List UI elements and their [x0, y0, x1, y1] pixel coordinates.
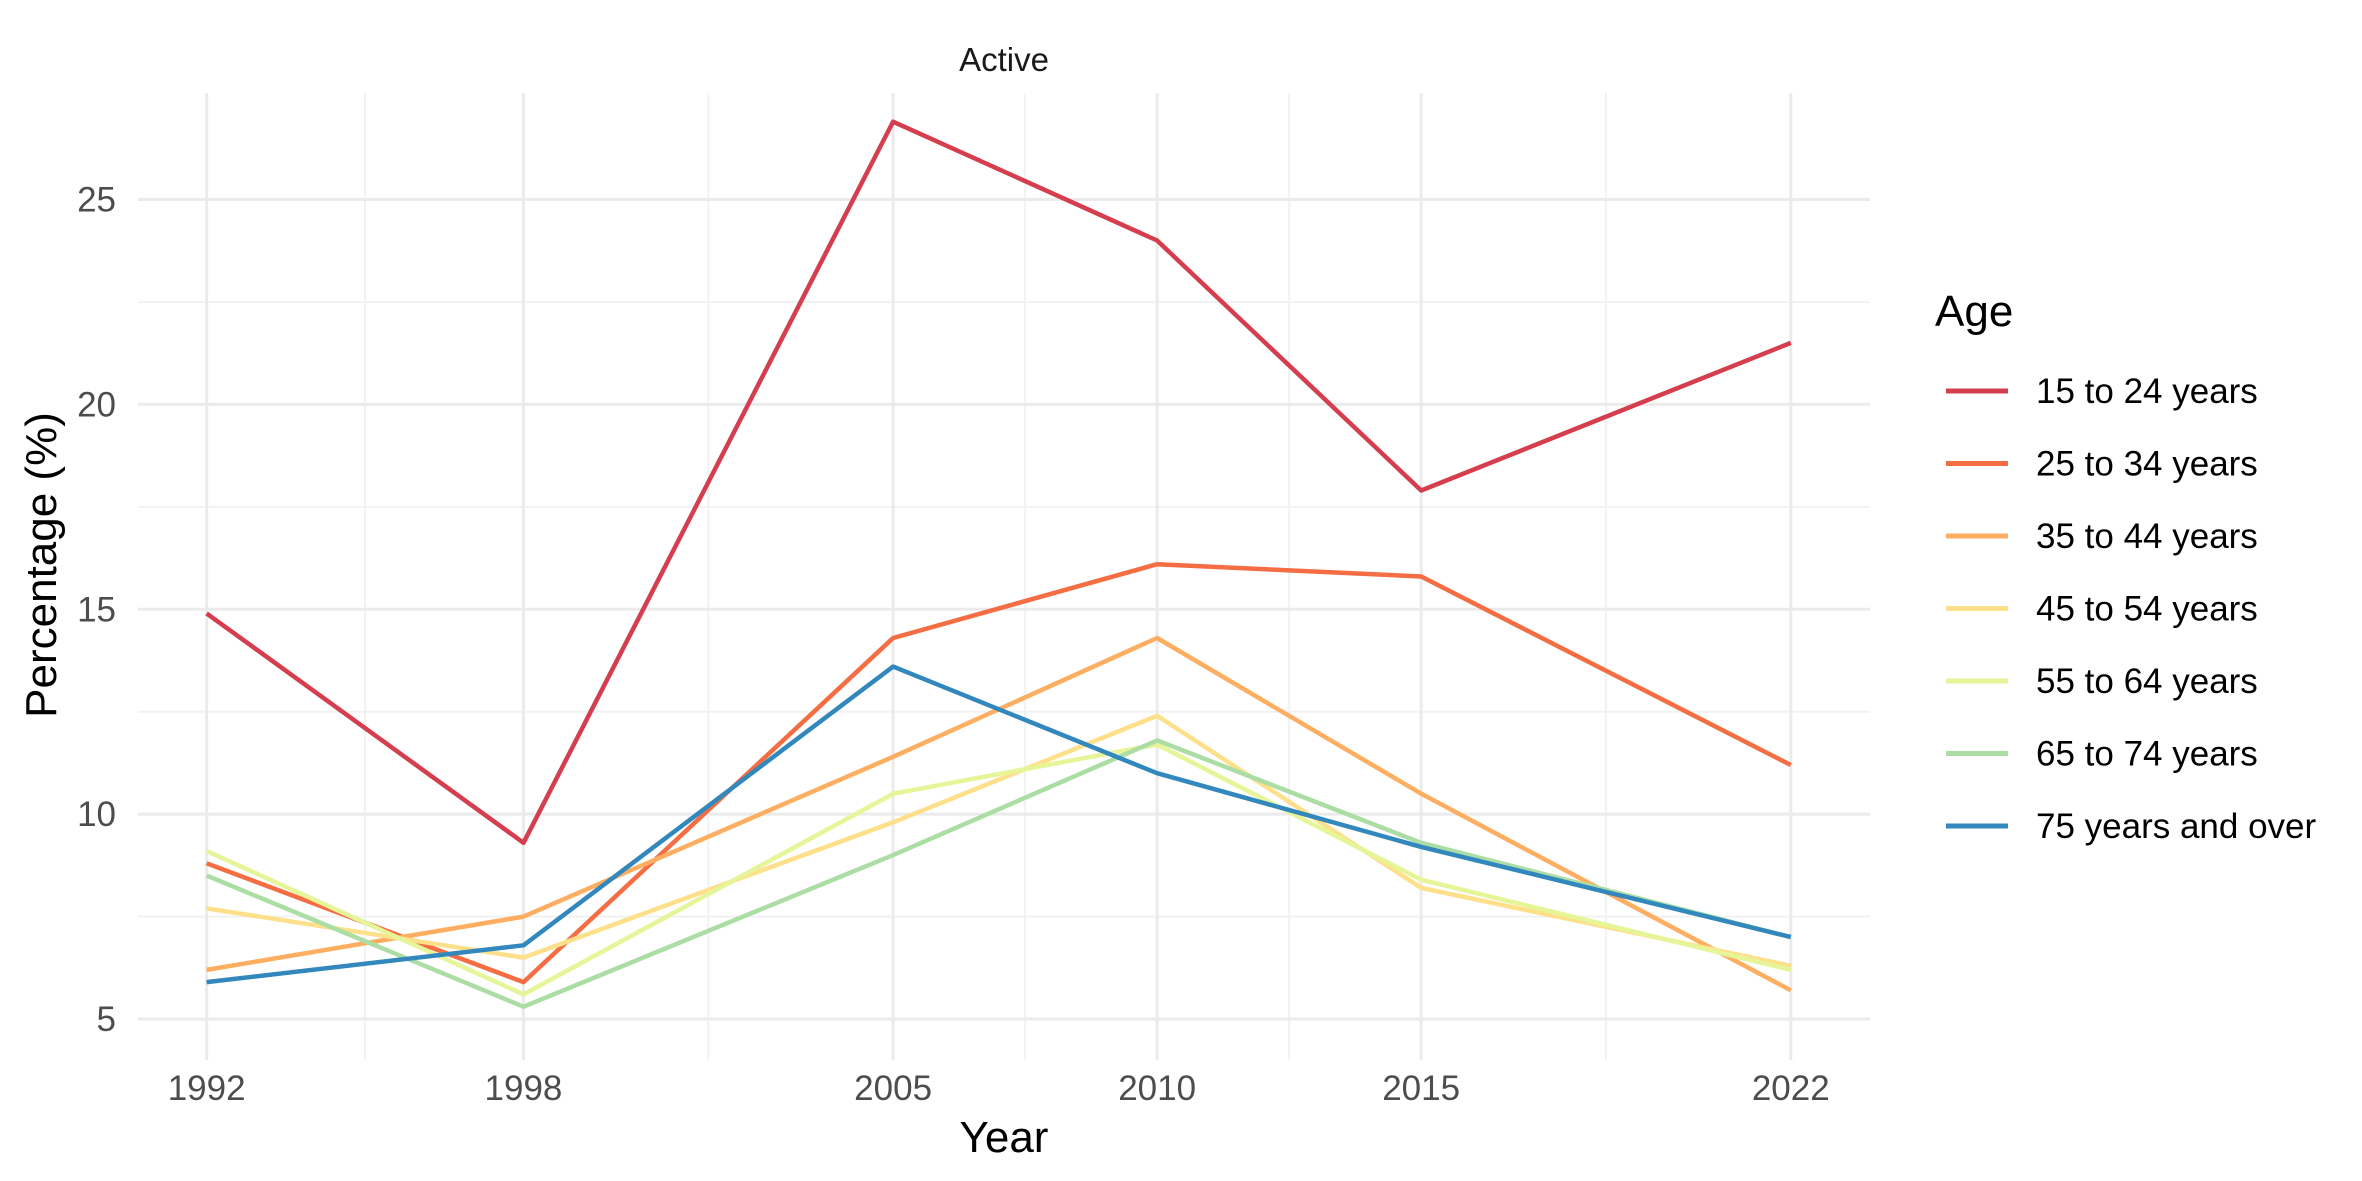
legend-label-4: 45 to 54 years — [2036, 590, 2258, 629]
x-tick-label: 2005 — [854, 1069, 932, 1108]
legend-label-7: 75 years and over — [2036, 807, 2317, 846]
y-axis-title: Percentage (%) — [17, 412, 66, 718]
x-tick-label: 2015 — [1382, 1069, 1460, 1108]
series-line-1 — [205, 119, 1792, 846]
series-lines — [205, 119, 1792, 1009]
legend-title: Age — [1935, 287, 2013, 336]
x-tick-label: 1992 — [168, 1069, 246, 1108]
legend-label-1: 15 to 24 years — [2036, 372, 2258, 411]
legend-label-5: 55 to 64 years — [2036, 662, 2258, 701]
series-line-6 — [205, 738, 1792, 1009]
y-tick-label: 10 — [77, 795, 116, 834]
legend-label-3: 35 to 44 years — [2036, 517, 2258, 556]
x-tick-label: 2010 — [1118, 1069, 1196, 1108]
legend: Age 15 to 24 years 25 to 34 years 35 to 44… — [1935, 287, 2317, 846]
y-axis-tick-labels: 5 10 15 20 25 — [77, 181, 116, 1039]
y-tick-label: 15 — [77, 590, 116, 629]
facet-title: Active — [959, 41, 1049, 78]
y-tick-label: 25 — [77, 181, 116, 220]
y-tick-label: 20 — [77, 385, 116, 424]
series-line-7 — [206, 664, 1792, 985]
legend-label-2: 25 to 34 years — [2036, 445, 2258, 484]
series-line-2 — [205, 561, 1792, 985]
x-axis-tick-labels: 1992 1998 2005 2010 2015 2022 — [168, 1069, 1830, 1108]
series-line-5 — [205, 742, 1792, 997]
y-tick-label: 5 — [97, 1000, 116, 1039]
legend-items: 15 to 24 years 25 to 34 years 35 to 44 yea… — [1946, 372, 2317, 846]
x-tick-label: 2022 — [1752, 1069, 1830, 1108]
series-line-3 — [206, 635, 1792, 993]
x-axis-title: Year — [960, 1113, 1049, 1162]
x-tick-label: 1998 — [485, 1069, 563, 1108]
legend-label-6: 65 to 74 years — [2036, 735, 2258, 774]
